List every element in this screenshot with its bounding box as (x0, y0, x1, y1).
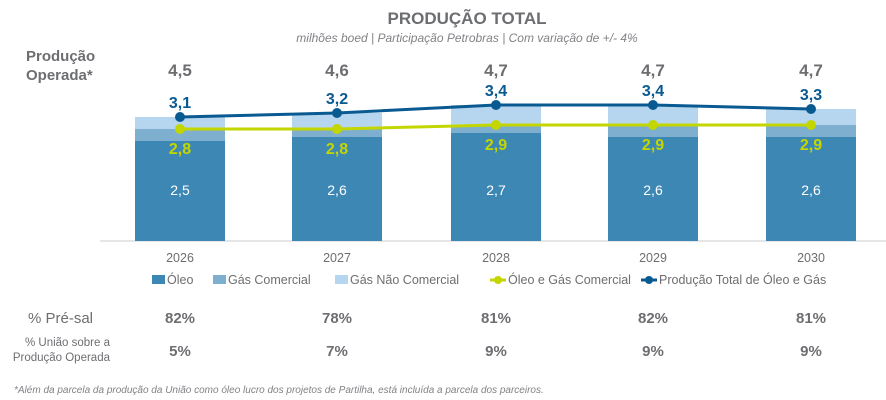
presal-value: 78% (322, 310, 352, 327)
bar-gás-não-comercial-2029 (608, 105, 698, 125)
presal-value: 82% (638, 310, 668, 327)
legend-label: Gás Não Comercial (350, 273, 459, 287)
bar-óleo-2027 (292, 137, 382, 241)
operated-value: 4,7 (641, 61, 665, 80)
uniao-value: 9% (642, 343, 664, 360)
bar-gás-comercial-2026 (135, 129, 225, 141)
legend-label: Óleo e Gás Comercial (508, 272, 631, 287)
line-point (332, 108, 342, 118)
legend-label: Óleo (167, 272, 193, 287)
x-tick-label: 2026 (166, 251, 194, 265)
bar-gás-não-comercial-2027 (292, 113, 382, 129)
line-data-label: 3,4 (642, 83, 664, 100)
x-tick-label: 2029 (639, 251, 667, 265)
bar-óleo-2028 (451, 133, 541, 241)
legend-label: Produção Total de Óleo e Gás (659, 272, 826, 287)
oleo-data-label: 2,7 (486, 182, 506, 198)
line-point (175, 124, 185, 134)
chart-title: PRODUÇÃO TOTAL (388, 8, 547, 28)
bar-gás-não-comercial-2028 (451, 105, 541, 125)
uniao-value: 9% (800, 343, 822, 360)
operated-label: Produção (26, 48, 95, 65)
line-data-label: 3,1 (169, 95, 191, 112)
x-tick-label: 2030 (797, 251, 825, 265)
line-point (648, 100, 658, 110)
legend-marker (494, 276, 502, 284)
legend-swatch (213, 275, 226, 284)
bar-gás-comercial-2030 (766, 125, 856, 137)
presal-label: % Pré-sal (28, 310, 93, 327)
line-point (806, 120, 816, 130)
line-point (175, 112, 185, 122)
uniao-value: 9% (485, 343, 507, 360)
line-data-label: 2,9 (485, 137, 507, 154)
line-point (332, 124, 342, 134)
bar-gás-não-comercial-2030 (766, 109, 856, 125)
uniao-value: 7% (326, 343, 348, 360)
bar-gás-comercial-2029 (608, 125, 698, 137)
line-data-label: 2,9 (800, 137, 822, 154)
presal-value: 81% (796, 310, 826, 327)
legend-swatch (152, 275, 165, 284)
line-point (491, 120, 501, 130)
oleo-data-label: 2,6 (327, 182, 347, 198)
uniao-label: % União sobre a (25, 337, 111, 349)
presal-value: 82% (165, 310, 195, 327)
uniao-value: 5% (169, 343, 191, 360)
uniao-label-2: Produção Operada (13, 352, 111, 364)
line-data-label: 2,9 (642, 137, 664, 154)
bar-gás-não-comercial-2026 (135, 117, 225, 129)
line-data-label: 2,8 (326, 141, 348, 158)
oleo-data-label: 2,6 (801, 182, 821, 198)
footnote: *Além da parcela da produção da União co… (14, 385, 544, 396)
operated-value: 4,7 (484, 61, 508, 80)
legend-swatch (335, 275, 348, 284)
line-point (491, 100, 501, 110)
line-point (806, 104, 816, 114)
presal-value: 81% (481, 310, 511, 327)
line-data-label: 3,4 (485, 83, 507, 100)
bar-óleo-2030 (766, 137, 856, 241)
oleo-data-label: 2,6 (643, 182, 663, 198)
operated-value: 4,7 (799, 61, 823, 80)
line-data-label: 3,2 (326, 91, 348, 108)
line-data-label: 3,3 (800, 87, 822, 104)
x-tick-label: 2027 (323, 251, 351, 265)
operated-value: 4,6 (325, 61, 349, 80)
operated-label-2: Operada* (26, 67, 93, 84)
legend: Óleo Gás Comercial Gás Não Comercial Óleo e… (152, 272, 826, 287)
x-tick-label: 2028 (482, 251, 510, 265)
oleo-data-label: 2,5 (170, 182, 190, 198)
line-data-label: 2,8 (169, 141, 191, 158)
chart-subtitle: milhões boed | Participação Petrobras | … (296, 31, 638, 45)
line-point (648, 120, 658, 130)
legend-label: Gás Comercial (228, 273, 311, 287)
bar-óleo-2026 (135, 141, 225, 241)
operated-value: 4,5 (168, 61, 192, 80)
bar-óleo-2029 (608, 137, 698, 241)
legend-marker (645, 276, 653, 284)
